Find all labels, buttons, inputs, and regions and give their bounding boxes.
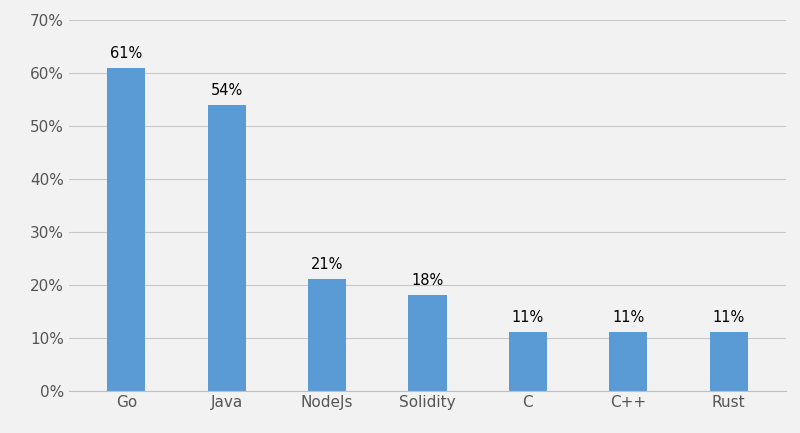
Bar xyxy=(308,279,346,391)
Bar xyxy=(609,333,647,391)
Bar xyxy=(509,333,547,391)
Bar xyxy=(408,295,446,391)
Bar xyxy=(107,68,146,391)
Bar xyxy=(710,333,748,391)
Text: 54%: 54% xyxy=(210,83,242,98)
Text: 61%: 61% xyxy=(110,45,142,61)
Text: 21%: 21% xyxy=(311,258,343,272)
Text: 18%: 18% xyxy=(411,273,443,288)
Bar xyxy=(207,105,246,391)
Text: 11%: 11% xyxy=(713,310,745,326)
Text: 11%: 11% xyxy=(612,310,644,326)
Text: 11%: 11% xyxy=(512,310,544,326)
